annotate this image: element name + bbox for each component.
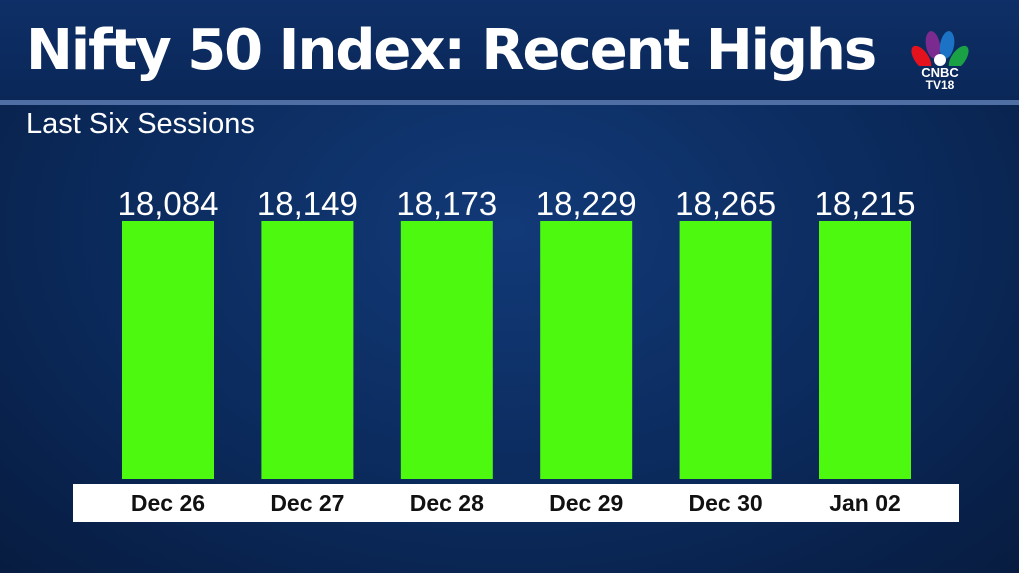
bar-dec-26	[122, 221, 214, 479]
value-label: 18,149	[257, 185, 358, 222]
value-label: 18,265	[675, 185, 776, 222]
x-axis-band	[73, 484, 959, 522]
value-label: 18,229	[536, 185, 637, 222]
category-label: Dec 28	[410, 490, 484, 516]
page-subtitle: Last Six Sessions	[26, 108, 255, 140]
page-title: Nifty 50 Index: Recent Highs	[26, 18, 877, 83]
value-label: 18,173	[396, 185, 497, 222]
category-label: Dec 27	[270, 490, 344, 516]
bar-dec-27	[261, 221, 354, 479]
logo-text-cnbc: CNBC	[921, 65, 959, 80]
bar-jan-02	[819, 221, 911, 479]
category-label: Jan 02	[829, 490, 901, 516]
category-label: Dec 30	[689, 490, 763, 516]
bar-dec-30	[679, 221, 772, 479]
category-label: Dec 29	[549, 490, 623, 516]
cnbc-tv18-logo: CNBC TV18	[900, 20, 980, 92]
bar-dec-29	[540, 221, 633, 479]
bar-dec-28	[400, 221, 493, 479]
value-label: 18,084	[118, 185, 219, 222]
category-label: Dec 26	[131, 490, 205, 516]
value-label: 18,215	[815, 185, 916, 222]
header-bar	[0, 0, 1019, 100]
header-divider	[0, 100, 1019, 105]
peacock-icon	[911, 31, 969, 66]
logo-text-tv18: TV18	[925, 78, 955, 92]
